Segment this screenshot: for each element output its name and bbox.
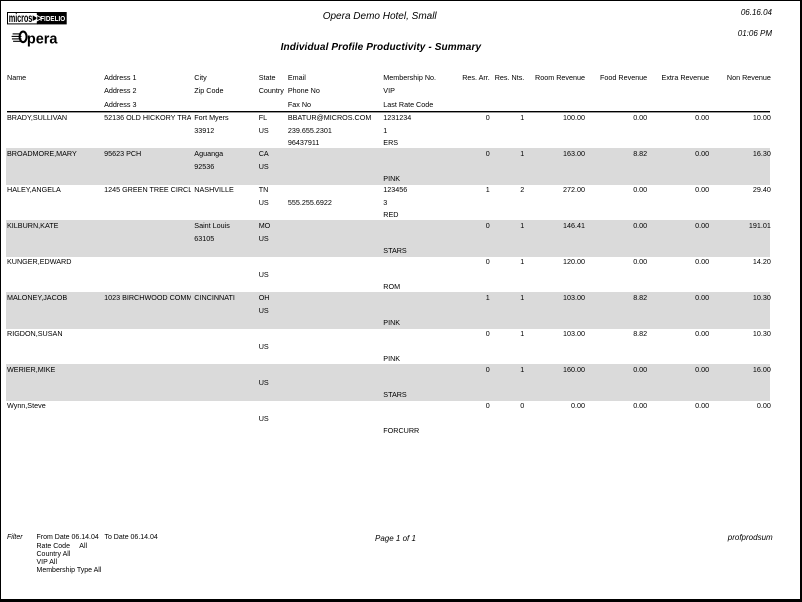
svg-text:FIDELIO: FIDELIO [40,14,65,23]
svg-text:micros: micros [9,13,33,25]
svg-text:pera: pera [27,31,59,47]
